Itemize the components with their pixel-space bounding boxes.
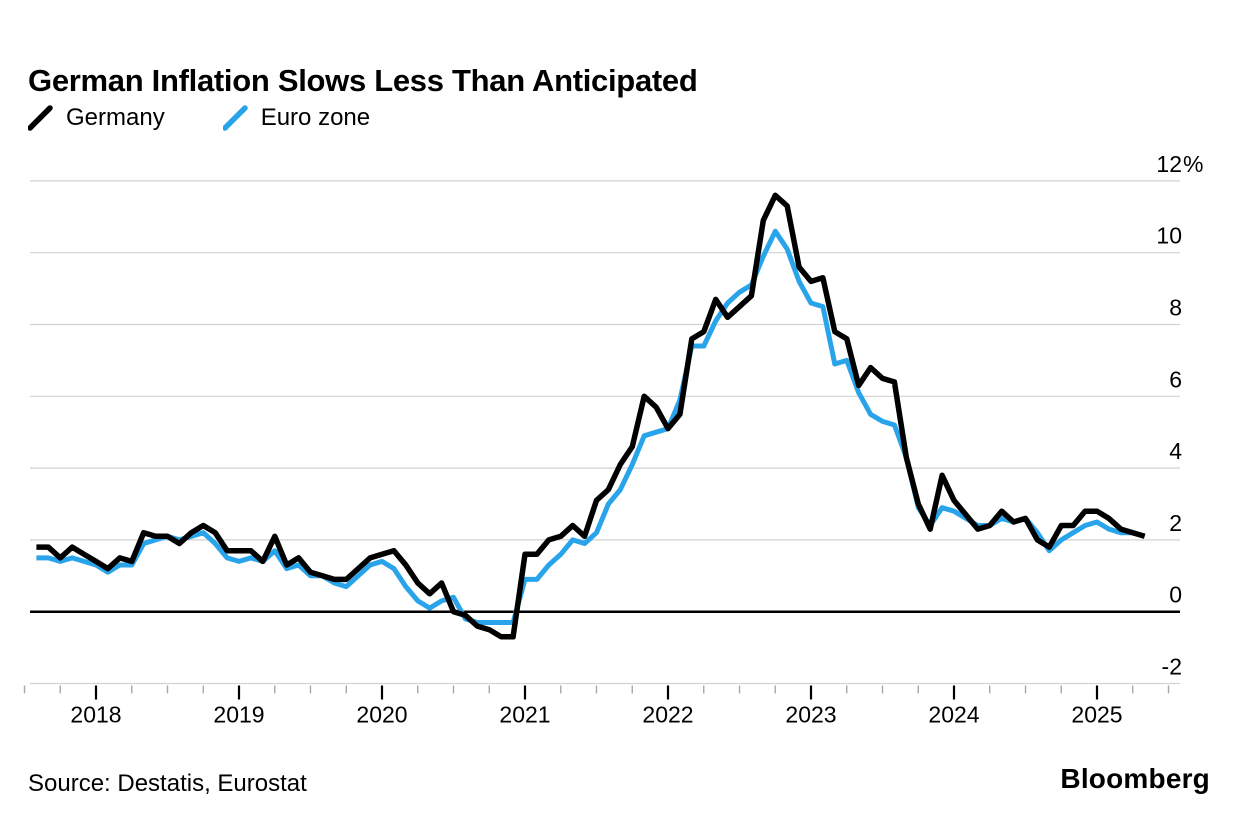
y-axis-label: 10	[1156, 223, 1182, 249]
x-axis-label: 2023	[785, 702, 836, 728]
y-axis-label: -2	[1162, 654, 1182, 680]
x-axis-label: 2020	[356, 702, 407, 728]
germany-line-marker-icon	[28, 105, 53, 131]
x-axis-label: 2019	[213, 702, 264, 728]
chart-legend: Germany Euro zone	[28, 104, 370, 132]
y-axis-label: 6	[1169, 366, 1182, 392]
x-axis-label: 2025	[1071, 702, 1122, 728]
y-axis-label: 2	[1169, 510, 1182, 536]
y-axis-label: 4	[1169, 438, 1182, 464]
page-title: German Inflation Slows Less Than Anticip…	[28, 62, 698, 98]
x-axis-label: 2021	[499, 702, 550, 728]
legend-item-eurozone: Euro zone	[222, 104, 371, 132]
germany-line	[36, 192, 1146, 640]
y-axis-label: 12	[1156, 151, 1182, 177]
x-axis-label: 2018	[70, 702, 121, 728]
bloomberg-logo: Bloomberg	[1060, 763, 1210, 794]
source-note: Source: Destatis, Eurostat	[28, 770, 307, 797]
x-axis-label: 2022	[642, 702, 693, 728]
legend-label-germany: Germany	[66, 104, 165, 131]
y-axis-label: 0	[1169, 582, 1182, 608]
legend-item-germany: Germany	[28, 104, 165, 132]
legend-label-eurozone: Euro zone	[260, 104, 371, 131]
y-axis-label: 8	[1169, 295, 1182, 321]
x-axis-label: 2024	[928, 702, 979, 728]
y-axis-unit-label: %	[1183, 151, 1203, 177]
eurozone-line	[36, 228, 1133, 625]
eurozone-line-marker-icon	[222, 105, 248, 131]
